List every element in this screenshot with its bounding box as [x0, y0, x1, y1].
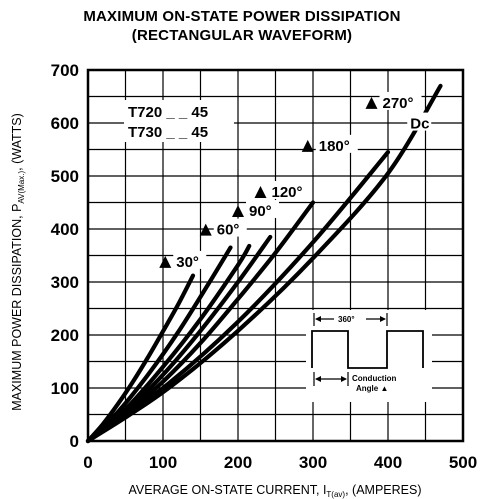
y-tick-label: 200 — [51, 326, 79, 345]
y-tick-labels: 0 100 200 300 400 500 600 700 — [51, 61, 79, 451]
conduction-arrowhead-right — [341, 376, 347, 382]
y-axis-label-sub: AV(Max.) — [17, 171, 26, 204]
x-axis-label-sub: T(av) — [326, 490, 345, 499]
y-tick-label: 600 — [51, 114, 79, 133]
x-axis-label-main: AVERAGE ON-STATE CURRENT, I — [128, 483, 326, 497]
curve-label: 120° — [272, 184, 303, 201]
angle-marker-triangle — [199, 223, 212, 236]
period-arrowhead-right — [380, 316, 386, 322]
y-tick-label: 100 — [51, 379, 79, 398]
chart-title: MAXIMUM ON-STATE POWER DISSIPATION — [83, 8, 401, 25]
angle-marker-triangle — [232, 205, 244, 218]
conduction-label-line2: Angle ▲ — [356, 384, 388, 393]
y-tick-label: 0 — [70, 432, 79, 451]
period-label: 360° — [338, 315, 355, 324]
annotation-background — [173, 250, 207, 269]
x-tick-label: 100 — [149, 453, 177, 472]
curve-label: 180° — [319, 138, 350, 155]
annotation-background — [407, 112, 432, 131]
y-tick-label: 300 — [51, 273, 79, 292]
waveform-inset: 360° Conduction Angle ▲ — [306, 310, 432, 402]
x-axis-label: AVERAGE ON-STATE CURRENT, IT(av), (AMPER… — [128, 483, 421, 499]
period-arrowhead-left — [315, 316, 321, 322]
y-tick-label: 400 — [51, 220, 79, 239]
curve-label: Dc — [410, 116, 429, 133]
annotation-background — [315, 134, 358, 153]
conduction-arrowhead-left — [315, 376, 321, 382]
annotation-background — [246, 200, 279, 219]
chart-subtitle: (RECTANGULAR WAVEFORM) — [131, 27, 353, 44]
curve-60 — [85, 245, 233, 444]
x-axis-label-tail: , (AMPERES) — [345, 483, 421, 497]
angle-marker-triangle — [254, 185, 267, 198]
y-axis-label: MAXIMUM POWER DISSIPATION, PAV(Max.), (W… — [10, 113, 26, 411]
legend-entry-t730: T730 _ _ 45 — [128, 124, 208, 141]
curve-annotations: 30° 60° 90°120° 180° 270° Dc — [159, 91, 432, 271]
conduction-label-line1: Conduction — [352, 374, 397, 383]
annotation-background — [268, 180, 311, 199]
annotation-background — [379, 91, 422, 110]
x-tick-label: 400 — [374, 453, 402, 472]
curves — [85, 83, 443, 444]
angle-marker-triangle — [159, 255, 172, 268]
curve-label: 60° — [217, 222, 240, 239]
annotation-background — [213, 218, 247, 237]
y-tick-label: 500 — [51, 167, 79, 186]
waveform-line — [311, 330, 424, 369]
inset-background — [306, 310, 432, 402]
x-tick-label: 300 — [299, 453, 327, 472]
curve-label: 90° — [249, 203, 272, 220]
x-tick-label: 200 — [224, 453, 252, 472]
y-axis-label-tail: , (WATTS) — [10, 113, 24, 171]
legend-entry-t720: T720 _ _ 45 — [128, 104, 208, 121]
legend-background — [124, 100, 234, 142]
curve-30 — [85, 273, 196, 444]
curve-label: 30° — [176, 254, 199, 271]
x-tick-label: 0 — [83, 453, 92, 472]
angle-marker-triangle — [301, 139, 314, 152]
x-tick-label: 500 — [449, 453, 477, 472]
curve-270 — [85, 150, 391, 444]
angle-marker-triangle — [365, 96, 378, 109]
y-tick-label: 700 — [51, 61, 79, 80]
curve-label: 270° — [383, 95, 414, 112]
x-tick-labels: 0 100 200 300 400 500 — [83, 453, 477, 472]
plot-frame — [86, 68, 465, 443]
y-axis-label-main: MAXIMUM POWER DISSIPATION, P — [10, 204, 24, 411]
curve-dc — [85, 83, 443, 444]
